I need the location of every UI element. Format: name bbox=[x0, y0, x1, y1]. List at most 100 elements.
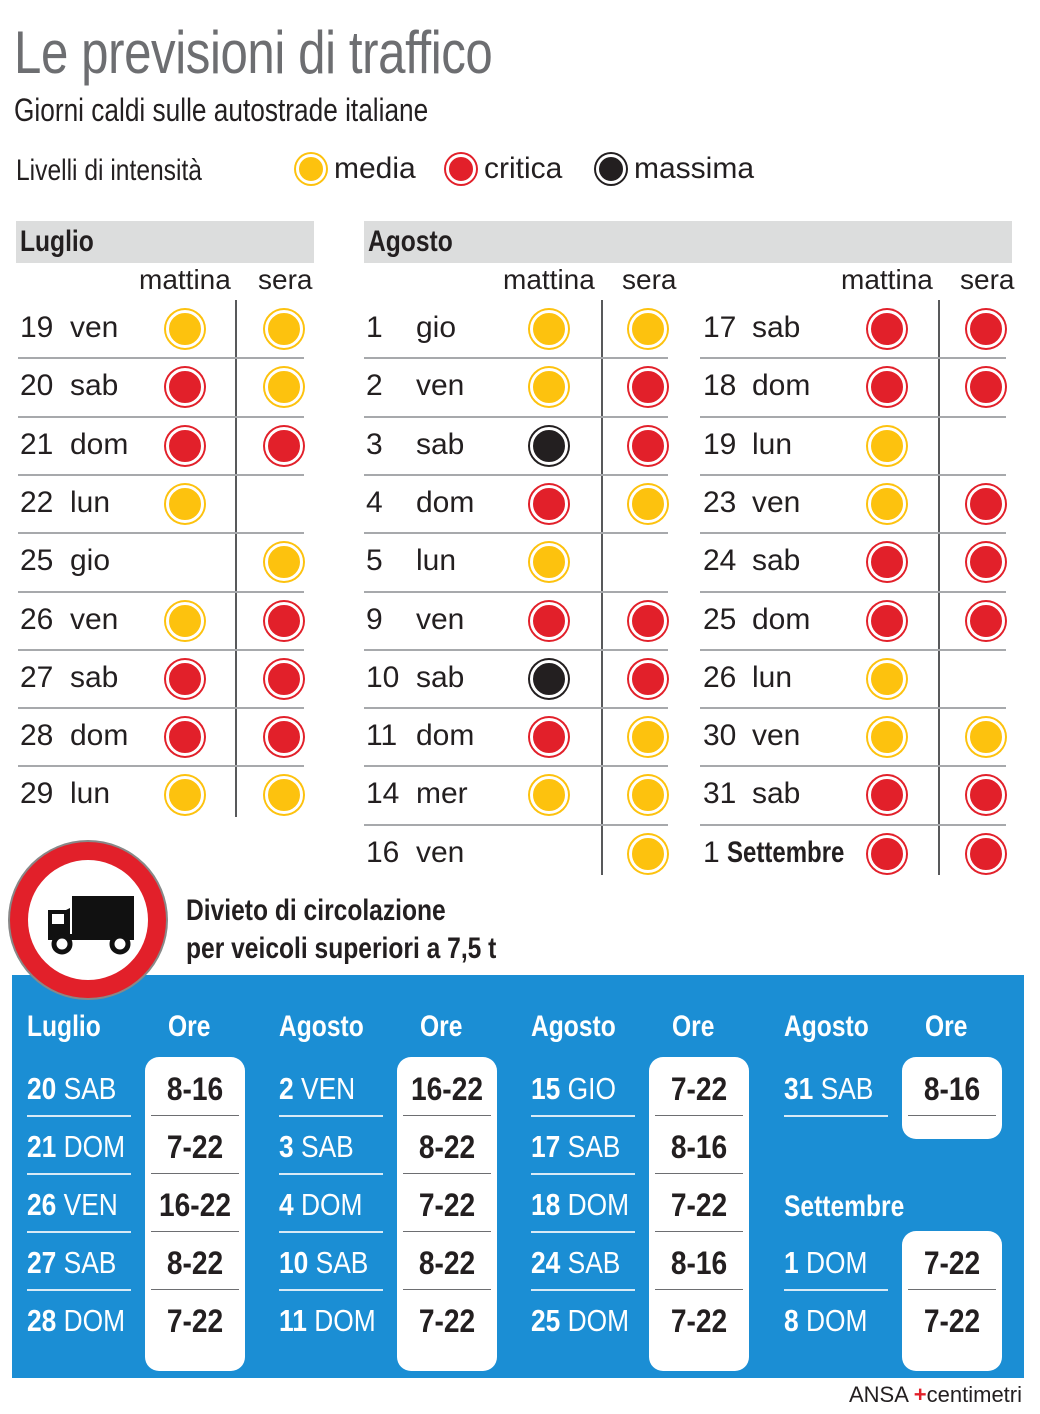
ban-hours: 7-22 bbox=[923, 1245, 981, 1281]
day-number: 4 bbox=[366, 485, 383, 519]
ban-hours: 8-16 bbox=[670, 1245, 728, 1281]
ban-day: 2 VEN bbox=[279, 1071, 355, 1107]
weekday: ven bbox=[416, 835, 465, 869]
day-number: 17 bbox=[703, 311, 737, 344]
ban-title: Divieto di circolazione per veicoli supe… bbox=[186, 892, 565, 968]
day-number: 21 bbox=[20, 427, 54, 461]
red-dot-icon bbox=[967, 834, 1005, 873]
ban-day: 21 DOM bbox=[27, 1129, 125, 1165]
hours-box bbox=[902, 1057, 1002, 1139]
row-separator bbox=[279, 1173, 383, 1175]
day-number: 1 bbox=[366, 311, 383, 344]
yellow-dot-icon bbox=[530, 310, 568, 348]
day-number: 2 bbox=[366, 369, 383, 403]
weekday: mer bbox=[416, 777, 468, 811]
row-separator bbox=[531, 1173, 635, 1175]
yellow-dot-icon bbox=[868, 718, 906, 757]
ban-day-number: 18 bbox=[531, 1187, 561, 1222]
ban-hours-label: Ore bbox=[672, 1010, 715, 1043]
weekday: lun bbox=[752, 427, 793, 461]
row-separator bbox=[531, 1289, 635, 1291]
weekday: ven bbox=[752, 719, 801, 753]
ban-weekday: SAB bbox=[567, 1245, 621, 1280]
ban-hours: 8-22 bbox=[418, 1129, 476, 1165]
row-separator bbox=[364, 765, 668, 768]
red-dot-icon bbox=[530, 601, 568, 640]
legend-text: media bbox=[334, 152, 416, 185]
day-number: 5 bbox=[366, 544, 383, 578]
ban-hours: 8-16 bbox=[166, 1071, 224, 1107]
ban-weekday: DOM bbox=[567, 1303, 630, 1338]
legend-item-media: media bbox=[296, 152, 416, 186]
weekday: sab bbox=[752, 311, 801, 344]
red-dot-icon bbox=[166, 368, 204, 407]
row-separator bbox=[18, 357, 304, 360]
ban-month: Settembre bbox=[784, 1190, 905, 1223]
ban-day-number: 31 bbox=[784, 1071, 814, 1106]
weekday: sab bbox=[70, 660, 119, 694]
weekday: sab bbox=[416, 427, 465, 461]
ban-hours: 8-16 bbox=[670, 1129, 728, 1165]
ban-hours-label: Ore bbox=[420, 1010, 463, 1043]
ban-day-number: 8 bbox=[784, 1303, 799, 1338]
ban-weekday: DOM bbox=[805, 1303, 868, 1338]
row-separator bbox=[364, 823, 668, 826]
weekday: Settembre bbox=[727, 835, 845, 869]
day-number: 18 bbox=[703, 369, 737, 403]
day-number: 19 bbox=[703, 427, 737, 461]
ban-day-number: 20 bbox=[27, 1071, 57, 1106]
ban-weekday: DOM bbox=[567, 1187, 630, 1222]
row-separator bbox=[700, 590, 1006, 593]
day-number: 9 bbox=[366, 602, 383, 636]
row-separator bbox=[403, 1289, 491, 1290]
red-dot-icon bbox=[446, 154, 476, 184]
row-separator bbox=[700, 415, 1006, 418]
hours-box bbox=[145, 1057, 245, 1371]
day-number: 31 bbox=[703, 777, 737, 811]
red-dot-icon bbox=[967, 310, 1005, 348]
ban-hours: 8-16 bbox=[923, 1071, 981, 1107]
yellow-dot-icon bbox=[629, 834, 667, 873]
red-dot-icon bbox=[265, 601, 303, 640]
row-separator bbox=[151, 1115, 239, 1116]
ban-day-number: 11 bbox=[279, 1303, 307, 1338]
day-number: 11 bbox=[366, 719, 398, 753]
row-separator bbox=[655, 1289, 743, 1290]
ban-weekday: DOM bbox=[63, 1129, 126, 1164]
ban-weekday: SAB bbox=[315, 1245, 369, 1280]
day-number: 25 bbox=[20, 544, 54, 578]
red-dot-icon bbox=[967, 776, 1005, 815]
day-number: 3 bbox=[366, 427, 383, 461]
row-separator bbox=[18, 765, 304, 768]
ban-day-number: 17 bbox=[531, 1129, 561, 1164]
ban-day-number: 10 bbox=[279, 1245, 309, 1280]
ban-hours: 16-22 bbox=[410, 1071, 484, 1107]
col-mattina: mattina bbox=[139, 264, 231, 295]
row-separator bbox=[700, 765, 1006, 768]
day-number: 29 bbox=[20, 777, 54, 811]
row-separator bbox=[18, 415, 304, 418]
ban-day: 4 DOM bbox=[279, 1187, 362, 1223]
ban-day: 17 SAB bbox=[531, 1129, 620, 1165]
ban-weekday: DOM bbox=[63, 1303, 126, 1338]
row-separator bbox=[908, 1115, 996, 1116]
col-sera: sera bbox=[960, 264, 1015, 295]
day-number: 16 bbox=[366, 835, 400, 869]
agosto-header: Agosto bbox=[364, 221, 1012, 263]
ban-hours: 7-22 bbox=[670, 1303, 728, 1339]
row-separator bbox=[364, 415, 668, 418]
subtitle: Giorni caldi sulle autostrade italiane bbox=[14, 92, 429, 128]
weekday: ven bbox=[70, 602, 119, 636]
day-number: 10 bbox=[366, 660, 400, 694]
column-divider bbox=[938, 300, 940, 875]
day-number: 1 bbox=[703, 835, 720, 869]
ban-hours: 16-22 bbox=[158, 1187, 232, 1223]
ban-weekday: DOM bbox=[805, 1245, 868, 1280]
day-number: 23 bbox=[703, 485, 737, 519]
ban-day-number: 1 bbox=[784, 1245, 799, 1280]
row-separator bbox=[27, 1289, 131, 1291]
row-separator bbox=[18, 648, 304, 651]
col-mattina: mattina bbox=[503, 264, 595, 295]
ban-day-number: 3 bbox=[279, 1129, 294, 1164]
yellow-dot-icon bbox=[629, 310, 667, 348]
